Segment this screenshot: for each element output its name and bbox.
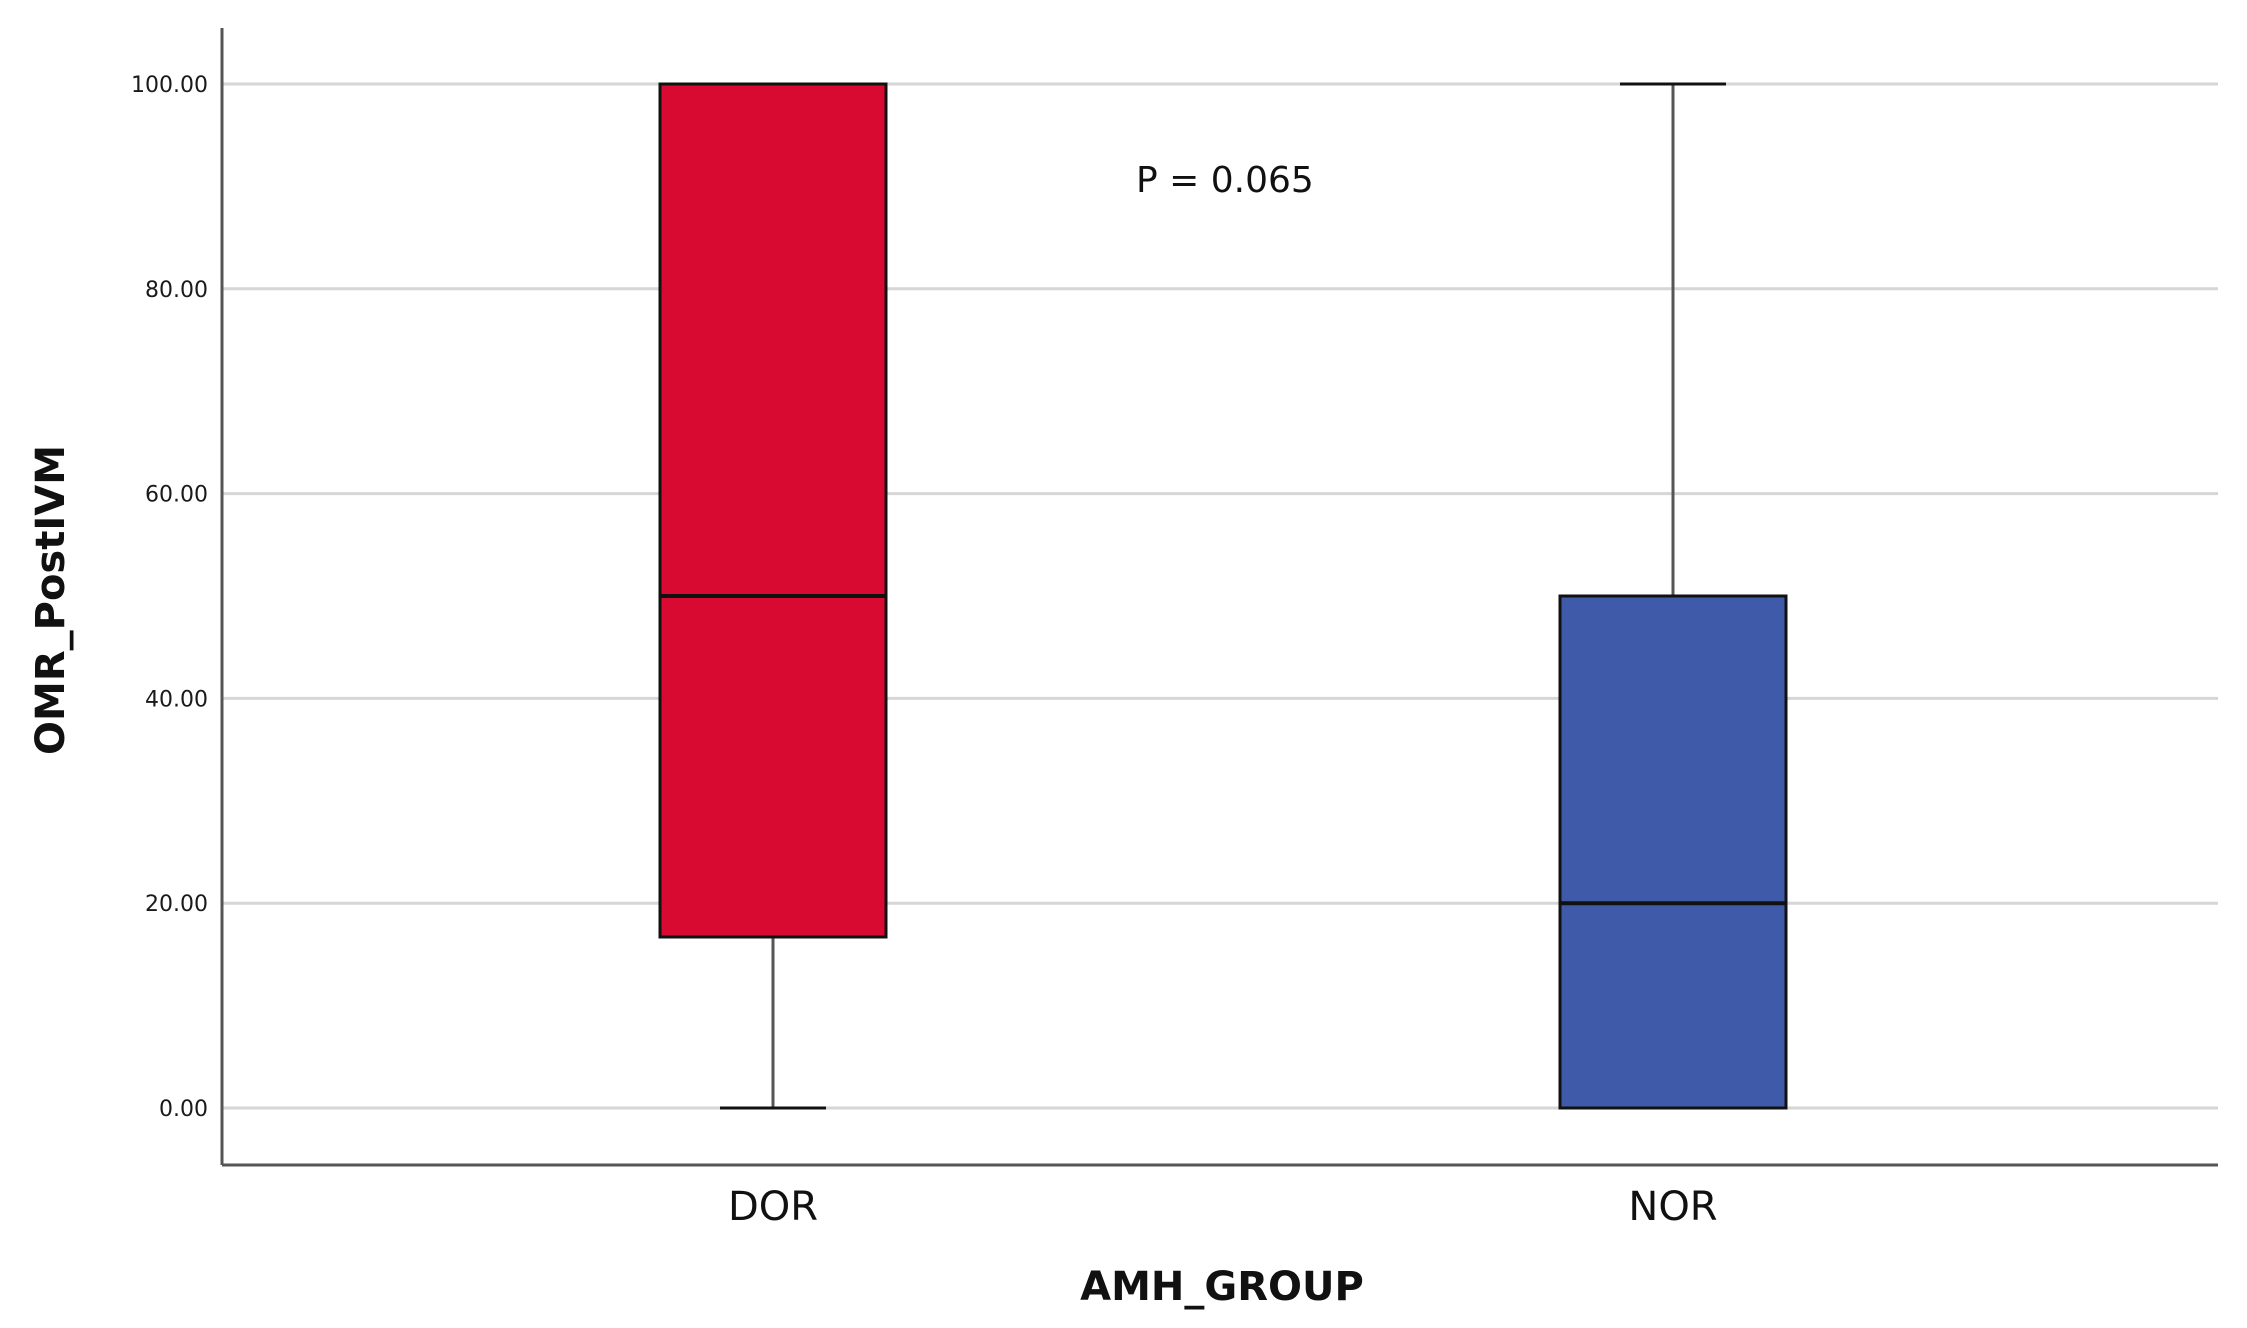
box-dor	[658, 82, 888, 1110]
y-axis-title: OMR_PostIVM	[28, 445, 74, 755]
x-tick-label: DOR	[728, 1184, 818, 1230]
iqr-box	[1558, 594, 1788, 1110]
y-tick-label: 80.00	[145, 278, 208, 303]
y-tick-label: 60.00	[145, 483, 208, 508]
x-tick-labels: DOR NOR	[728, 1184, 1718, 1230]
x-axis-title: AMH_GROUP	[1080, 1264, 1364, 1310]
y-tick-label: 40.00	[145, 687, 208, 712]
y-tick-label: 0.00	[159, 1097, 208, 1122]
y-tick-label: 20.00	[145, 892, 208, 917]
iqr-box	[658, 82, 888, 939]
boxes	[658, 82, 1788, 1110]
p-value-annotation: P = 0.065	[1136, 160, 1314, 201]
x-tick-label: NOR	[1628, 1184, 1717, 1230]
box-nor	[1558, 82, 1788, 1110]
y-tick-label: 100.00	[131, 73, 208, 98]
grid-lines	[222, 82, 2218, 1110]
axes	[220, 28, 2218, 1167]
y-tick-labels: 0.00 20.00 40.00 60.00 80.00 100.00	[131, 73, 208, 1122]
